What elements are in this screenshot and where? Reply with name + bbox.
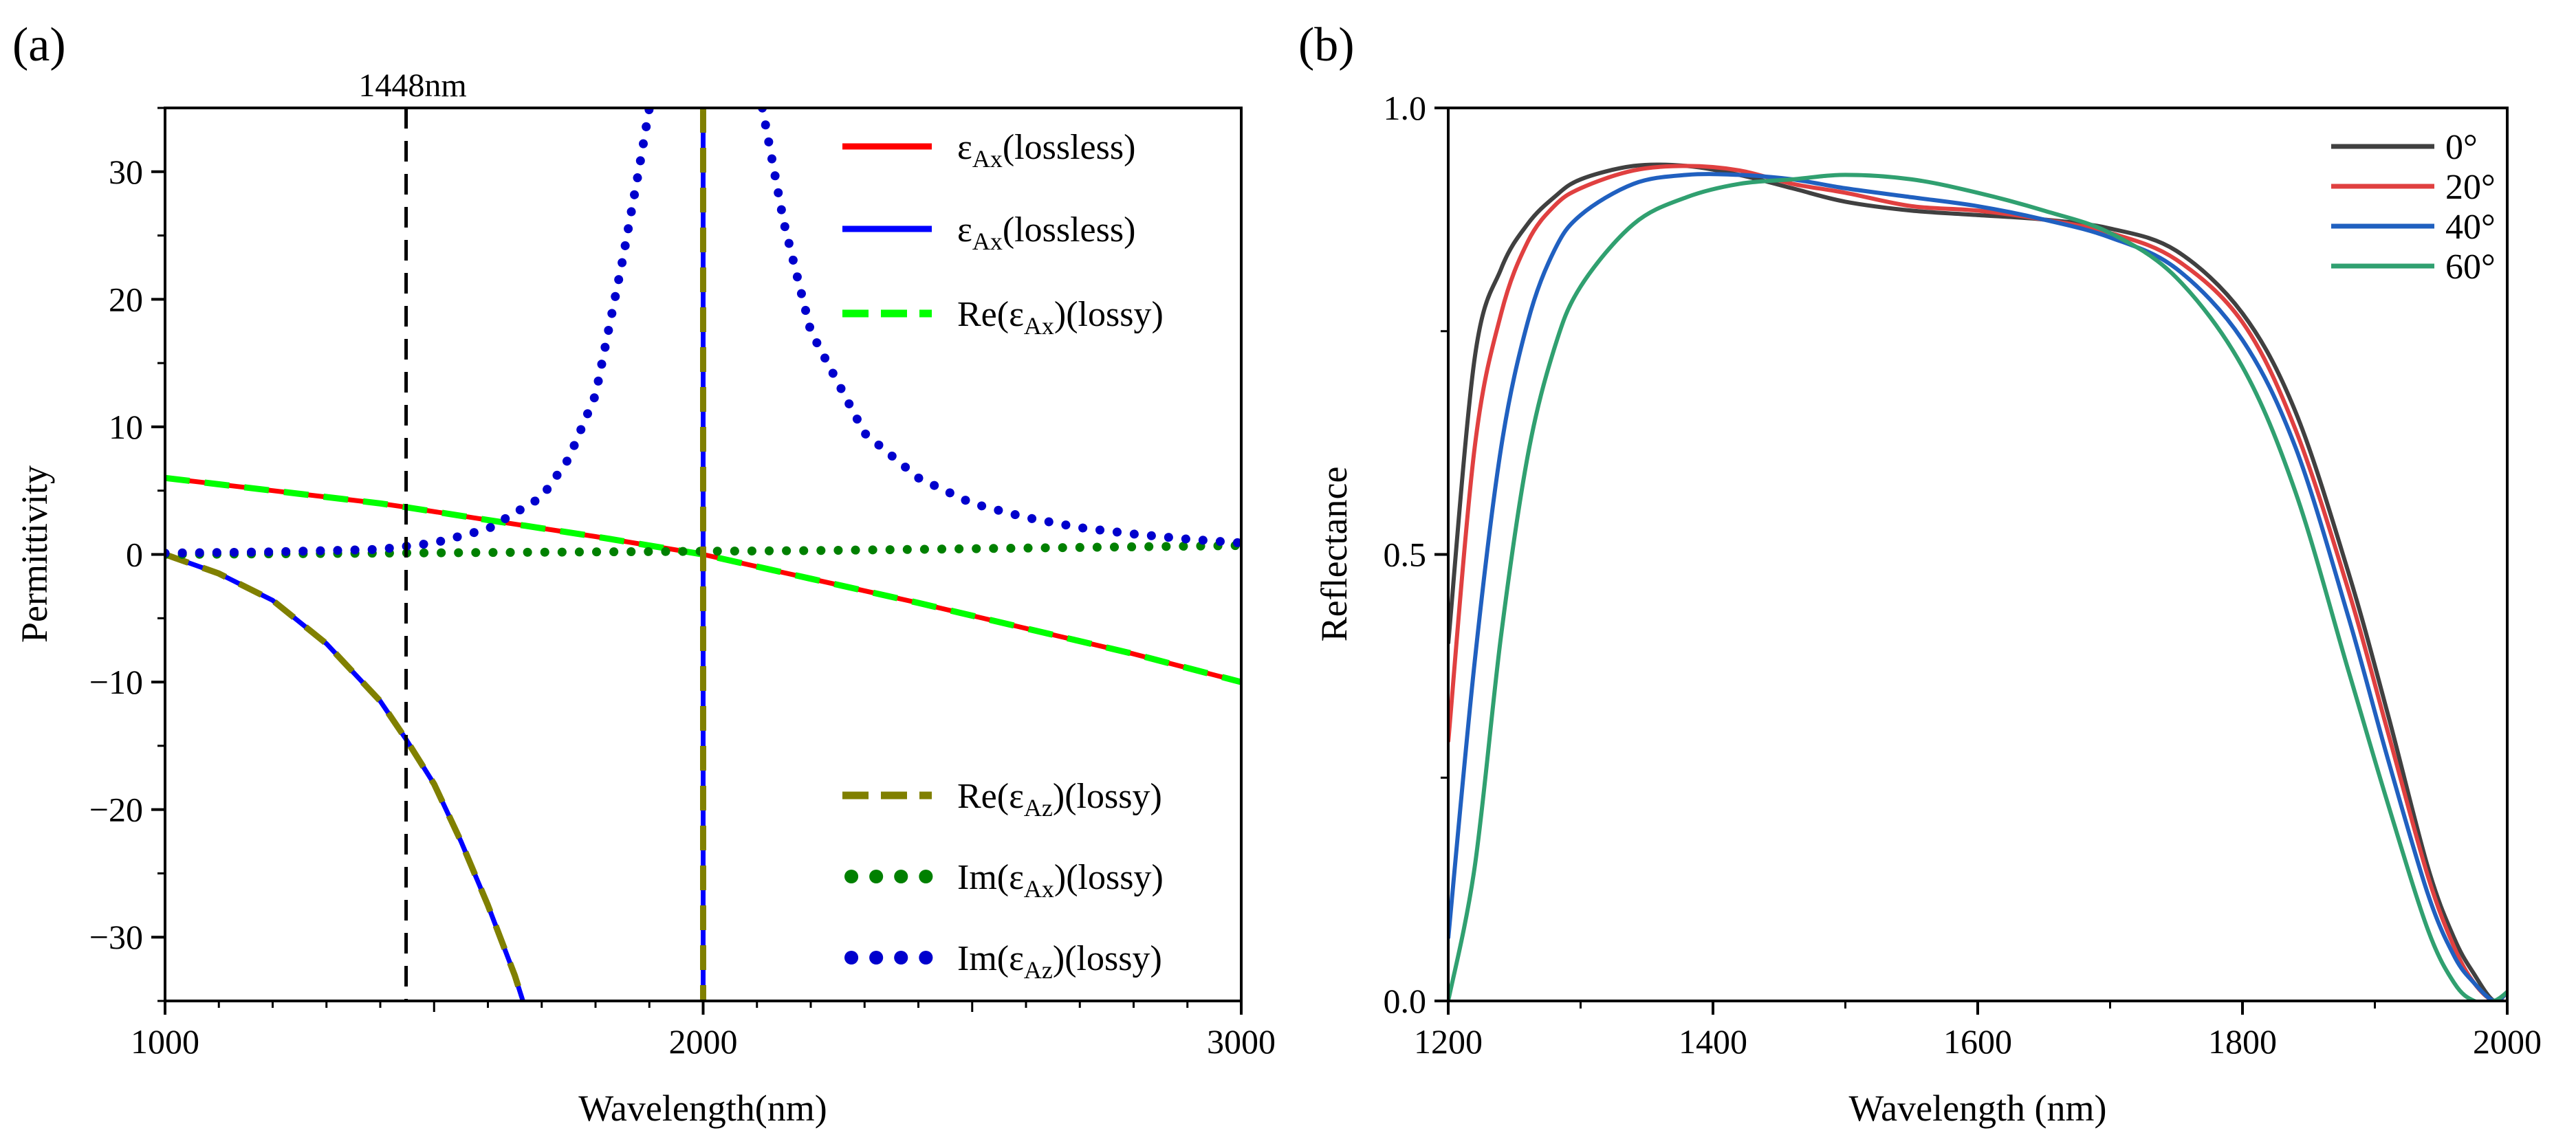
panel-a-xlabel: Wavelength(nm) [578, 1088, 827, 1129]
panel-b-xtick-label: 1200 [1414, 1022, 1483, 1061]
panel-a-ylabel: Permittivity [14, 465, 55, 643]
panel-a-legend: εAx(lossless) εAx(lossless) Re(εAx)(lossy)… [842, 128, 1164, 984]
panel-b-xlabel: Wavelength (nm) [1848, 1088, 2106, 1129]
panel-b-series-2 [1448, 164, 2507, 1001]
panel-a-annotation-1448nm: 1448nm [358, 67, 466, 104]
panel-b-ytick-label: 0.5 [1384, 536, 1427, 574]
panel-a-ytick-label: −20 [89, 791, 143, 829]
panel-b-xtick-label: 1800 [2208, 1022, 2277, 1061]
panel-a-label: (a) [12, 19, 66, 71]
panel-a-legend-label-6: Im(εAz)(lossy) [957, 939, 1162, 984]
panel-b-plot-frame [1447, 107, 2509, 1002]
panel-b-xtick-label: 1600 [1943, 1022, 2012, 1061]
panel-b: (b) 1200 1400 1600 1800 2000 0.0 0.5 1.0 Wavele… [1298, 19, 2542, 1129]
panel-b-legend-label-1: 0° [2445, 128, 2478, 167]
panel-a-ytick-label: 0 [126, 536, 143, 574]
panel-b-series-4 [1448, 173, 2507, 1001]
panel-b-xtick-label: 1400 [1679, 1022, 1747, 1061]
panel-a-xtick-label: 3000 [1207, 1022, 1276, 1061]
panel-b-xtick-label: 2000 [2473, 1022, 2542, 1061]
panel-a-legend-label-5: Im(εAx)(lossy) [957, 858, 1164, 903]
panel-b-legend: 0°20°40°60° [2331, 128, 2496, 287]
panel-a-legend-label-3: Re(εAx)(lossy) [957, 295, 1164, 340]
panel-b-label: (b) [1298, 19, 1355, 71]
panel-a-ytick-label: −30 [89, 918, 143, 956]
panel-b-series-1 [1448, 162, 2507, 1001]
panel-a-series-2 [165, 552, 525, 1001]
panel-a-ticks-group: 1000 2000 3000 −30 −20 −10 0 10 20 30 [89, 107, 1276, 1061]
panel-b-legend-label-4: 60° [2445, 247, 2496, 287]
panel-a-ytick-label: −10 [89, 663, 143, 701]
panel-a-xtick-label: 1000 [131, 1022, 199, 1061]
panel-b-ytick-label: 0.0 [1384, 982, 1427, 1020]
panel-a-ytick-label: 20 [109, 280, 143, 318]
panel-a-series-3 [165, 474, 1241, 685]
panel-a-ytick-label: 10 [109, 408, 143, 446]
panel-b-ylabel: Reflectance [1313, 467, 1355, 642]
panel-b-series-group [1448, 162, 2507, 1001]
panel-a-legend-label-1: εAx(lossless) [957, 128, 1135, 173]
panel-a-xtick-label: 2000 [669, 1022, 738, 1061]
panel-a-series-6-branch-2 [758, 108, 1241, 548]
panel-b-legend-label-2: 20° [2445, 168, 2496, 207]
panel-b-ytick-label: 1.0 [1384, 89, 1427, 127]
panel-b-ticks-group: 1200 1400 1600 1800 2000 0.0 0.5 1.0 [1384, 89, 2542, 1061]
panel-a-legend-label-2: εAx(lossless) [957, 210, 1135, 255]
panel-a-series-4 [165, 551, 526, 1001]
panel-a-legend-label-4: Re(εAz)(lossy) [957, 777, 1162, 822]
panel-a-ytick-label: 30 [109, 153, 143, 191]
panel-a-series-group [165, 108, 1241, 1001]
panel-b-legend-label-3: 40° [2445, 208, 2496, 247]
panel-a-series-6 [165, 108, 654, 558]
panel-b-series-3 [1448, 172, 2507, 1001]
